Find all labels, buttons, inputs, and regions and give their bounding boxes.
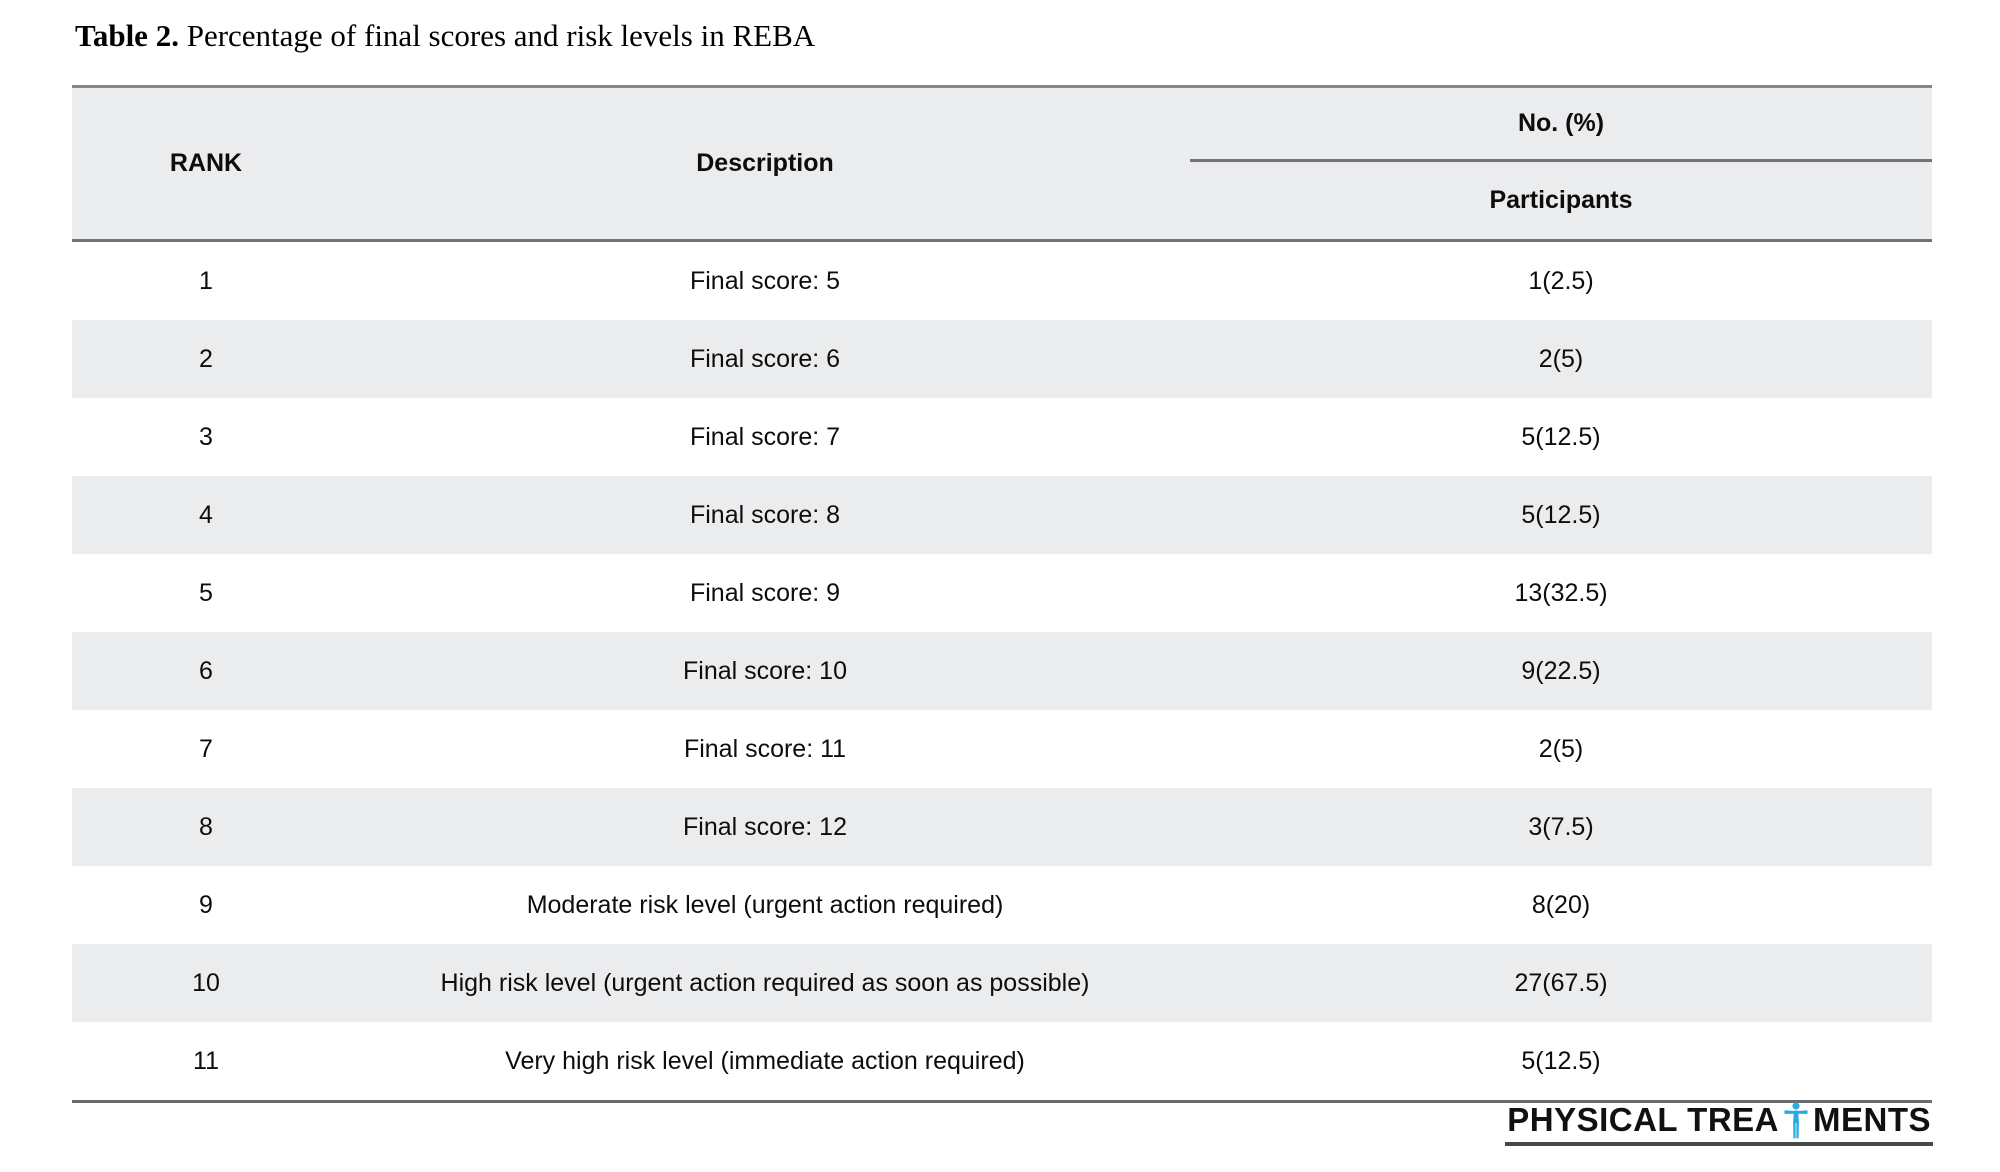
table-row: 1 Final score: 5 1(2.5) [72,242,1932,320]
cell-description: Final score: 10 [683,656,847,685]
cell-rank: 5 [199,578,213,607]
cell-rank: 8 [199,812,213,841]
cell-rank: 9 [199,890,213,919]
cell-rank: 1 [199,266,213,295]
cell-participants: 5(12.5) [1521,422,1601,451]
cell-rank: 4 [199,500,213,529]
journal-logo: PHYSICAL TREA MENTS [1505,1101,1933,1146]
cell-participants: 1(2.5) [1528,266,1594,295]
table-row: 4 Final score: 8 5(12.5) [72,476,1932,554]
column-header-description: Description [696,149,834,177]
cell-rank: 6 [199,656,213,685]
cell-participants: 2(5) [1538,734,1584,763]
cell-description: Final score: 11 [683,734,847,763]
table-row: 7 Final score: 11 2(5) [72,710,1932,788]
cell-description: Final score: 7 [689,422,841,451]
table-caption-label: Table 2. [75,18,179,53]
cell-rank: 7 [199,734,213,763]
cell-rank: 10 [192,968,220,997]
table-caption-text: Percentage of final scores and risk leve… [178,18,816,53]
column-header-no-pct-label: No. (%) [1517,109,1605,137]
cell-participants: 9(22.5) [1521,656,1601,685]
cell-participants: 5(12.5) [1521,1046,1601,1075]
table-row: 9 Moderate risk level (urgent action requ… [72,866,1932,944]
cell-participants: 5(12.5) [1521,500,1601,529]
column-header-rank: RANK [169,149,243,177]
table-caption: Table 2. Percentage of final scores and … [75,18,815,54]
cell-participants: 13(32.5) [1514,578,1608,607]
cell-participants: 3(7.5) [1528,812,1594,841]
cell-participants: 8(20) [1531,890,1591,919]
cell-participants: 2(5) [1538,344,1584,373]
table-row: 5 Final score: 9 13(32.5) [72,554,1932,632]
table-row: 11 Very high risk level (immediate action… [72,1022,1932,1100]
table-row: 2 Final score: 6 2(5) [72,320,1932,398]
cell-description: Final score: 9 [689,578,841,607]
cell-participants: 27(67.5) [1514,968,1608,997]
cell-description: Final score: 6 [689,344,841,373]
cell-rank: 3 [199,422,213,451]
column-header-participants-label: Participants [1489,186,1633,214]
column-header-no-pct: No. (%) [1190,88,1932,162]
cell-description: Final score: 8 [689,500,841,529]
cell-rank: 2 [199,344,213,373]
table-row: 3 Final score: 7 5(12.5) [72,398,1932,476]
cell-description: Final score: 12 [683,812,847,841]
table-header-row: RANK Description No. (%) Participants [72,88,1932,242]
logo-text-right: MENTS [1813,1101,1931,1138]
table-body: 1 Final score: 5 1(2.5) 2 Final score: 6 2(5)… [72,242,1932,1103]
table-row: 8 Final score: 12 3(7.5) [72,788,1932,866]
human-figure-icon [1784,1101,1808,1138]
column-header-participants: Participants [1190,162,1932,239]
cell-description: High risk level (urgent action required … [440,968,1090,997]
table-row: 10 High risk level (urgent action require… [72,944,1932,1022]
reba-scores-table: RANK Description No. (%) Participants 1 F… [72,85,1932,1103]
cell-description: Moderate risk level (urgent action requi… [526,890,1004,919]
column-header-no-pct-group: No. (%) Participants [1190,88,1932,239]
cell-description: Very high risk level (immediate action r… [505,1046,1025,1075]
logo-text-left: PHYSICAL TREA [1507,1101,1779,1138]
cell-description: Final score: 5 [689,266,841,295]
table-row: 6 Final score: 10 9(22.5) [72,632,1932,710]
cell-rank: 11 [193,1046,219,1075]
